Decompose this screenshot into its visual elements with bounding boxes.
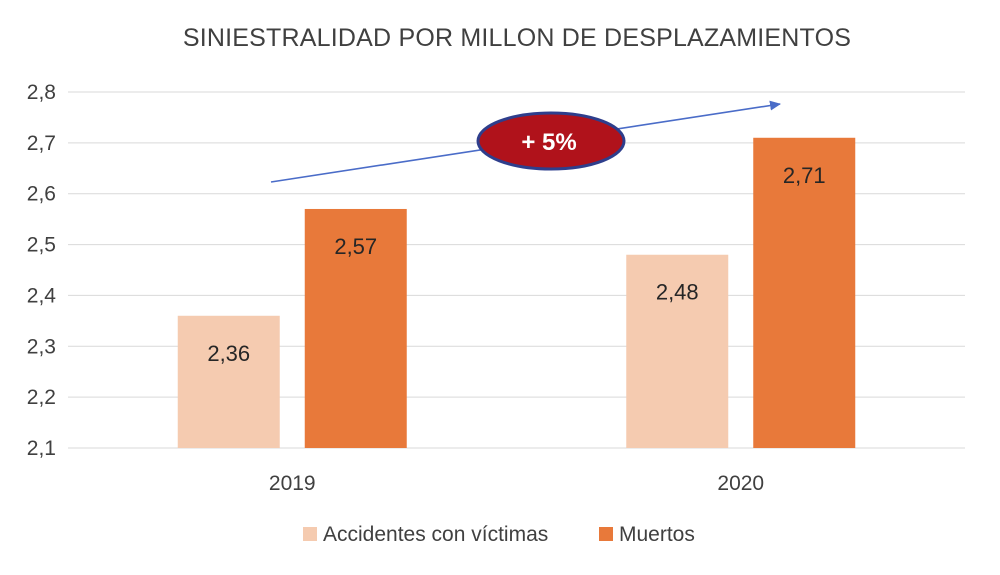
data-label: 2,48: [656, 280, 699, 305]
legend-label: Accidentes con víctimas: [323, 523, 548, 546]
y-tick-label: 2,3: [27, 335, 56, 358]
bar-muertos-2019: [304, 208, 407, 448]
data-label: 2,36: [207, 341, 250, 366]
y-tick-label: 2,1: [27, 437, 56, 460]
y-tick-label: 2,8: [27, 81, 56, 104]
y-tick-label: 2,2: [27, 386, 56, 409]
y-tick-label: 2,5: [27, 234, 56, 257]
legend-swatch: [303, 527, 317, 541]
growth-callout-ellipse: [476, 111, 626, 171]
x-category-label: 2019: [269, 472, 316, 495]
data-label: 2,71: [783, 163, 826, 188]
growth-annotation: + 5%: [270, 100, 781, 183]
legend-item-muertos: Muertos: [599, 523, 695, 546]
x-axis-categories: 2019 2020: [269, 472, 764, 495]
legend-swatch: [599, 527, 613, 541]
y-tick-label: 2,7: [27, 132, 56, 155]
growth-callout-text: + 5%: [521, 129, 576, 156]
bar-muertos-2020: [753, 137, 856, 448]
x-category-label: 2020: [717, 472, 764, 495]
bars: 2,36 2,57 2,48 2,71: [177, 137, 856, 448]
y-tick-label: 2,4: [27, 284, 57, 307]
data-label: 2,57: [334, 234, 377, 259]
legend-label: Muertos: [619, 523, 695, 546]
bar-accidentes-2020: [626, 254, 729, 448]
bar-accidentes-2019: [177, 315, 280, 448]
chart-title: SINIESTRALIDAD POR MILLON DE DESPLAZAMIE…: [183, 24, 851, 52]
legend: Accidentes con víctimas Muertos: [303, 523, 695, 546]
y-axis-ticks: 2,1 2,2 2,3 2,4 2,5 2,6 2,7 2,8: [27, 81, 57, 460]
y-tick-label: 2,6: [27, 183, 56, 206]
legend-item-accidentes: Accidentes con víctimas: [303, 523, 548, 546]
